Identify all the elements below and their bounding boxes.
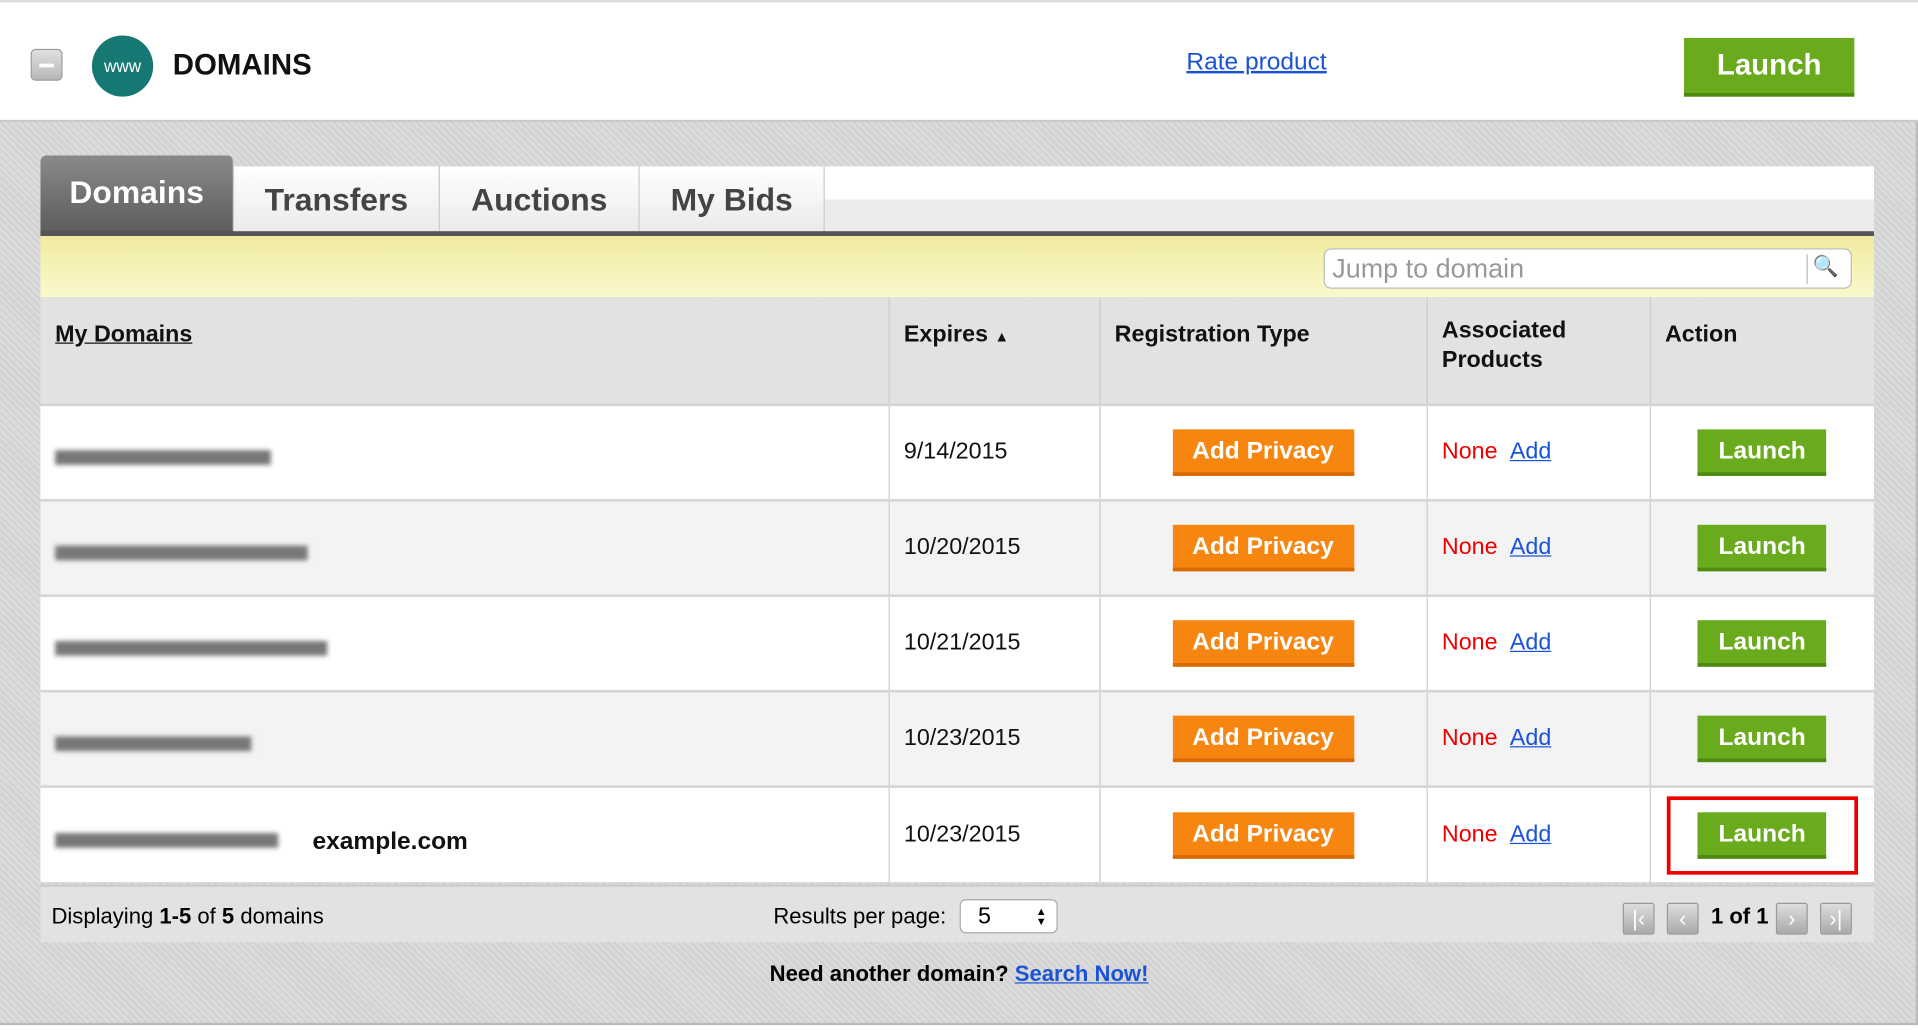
launch-button[interactable]: Launch [1697,524,1827,572]
www-globe-icon: www [91,35,154,97]
blurred-domain [55,640,328,656]
expires-cell: 10/20/2015 [888,499,1100,596]
highlight-box [1666,796,1859,875]
search-prompt: Need another domain? Search Now! [769,961,1149,986]
launch-button[interactable]: Launch [1697,620,1827,667]
jump-to-domain-field[interactable]: 🔍 [1323,248,1852,289]
launch-button[interactable]: Launch [1697,715,1827,763]
tab-bar-fill [824,166,1874,233]
add-product-link[interactable]: Add [1509,821,1552,848]
results-per-page-label: Results per page: [773,904,947,929]
action-header: Action [1664,321,1738,348]
blurred-domain [55,736,252,752]
add-privacy-button[interactable]: Add Privacy [1172,715,1354,763]
add-privacy-button[interactable]: Add Privacy [1172,620,1354,667]
rate-product-link[interactable]: Rate product [1186,48,1327,76]
add-product-link[interactable]: Add [1509,725,1552,752]
page-title: DOMAINS [172,48,312,82]
tab-domains[interactable]: Domains [40,155,235,233]
displaying-count: Displaying 1-5 of 5 domains [51,904,324,929]
table-row: 10/21/2015 Add Privacy None Add Launch [40,594,1874,692]
expires-cell: 10/23/2015 [888,689,1100,787]
add-product-link[interactable]: Add [1509,534,1552,561]
last-page-icon[interactable]: ›| [1820,902,1852,935]
collapse-icon[interactable] [30,48,63,81]
products-none: None [1441,439,1498,465]
products-none: None [1441,821,1498,848]
table-row: example.com 10/23/2015 Add Privacy None A… [40,785,1874,882]
my-domains-header[interactable]: My Domains [55,321,193,348]
tab-my-bids[interactable]: My Bids [639,166,825,233]
next-page-icon[interactable]: › [1775,902,1808,935]
jump-to-domain-input[interactable] [1332,253,1798,286]
blurred-domain [55,832,279,848]
products-none: None [1441,725,1498,752]
table-footer: Displaying 1-5 of 5 domains Results per … [40,884,1874,942]
add-product-link[interactable]: Add [1509,629,1552,656]
expires-cell: 10/21/2015 [888,594,1100,692]
search-now-link[interactable]: Search Now! [1014,961,1149,986]
table-row: 10/23/2015 Add Privacy None Add Launch [40,689,1874,787]
tab-auctions[interactable]: Auctions [439,166,640,233]
add-privacy-button[interactable]: Add Privacy [1172,524,1354,572]
products-none: None [1441,629,1498,656]
blurred-domain [55,450,271,465]
launch-button[interactable]: Launch [1697,429,1827,476]
launch-button[interactable]: Launch [1697,811,1827,859]
results-per-page-select[interactable]: 5 ▲ ▼ [959,899,1058,934]
search-icon[interactable]: 🔍 [1806,254,1838,284]
app-header: www DOMAINS Rate product Launch [0,0,1918,123]
sort-asc-icon: ▲ [994,327,1010,345]
add-privacy-button[interactable]: Add Privacy [1172,429,1354,476]
expires-cell: 10/23/2015 [888,785,1100,882]
launch-button-header[interactable]: Launch [1683,37,1855,97]
tab-divider [40,231,1874,237]
expires-header[interactable]: Expires [903,321,989,348]
tab-transfers[interactable]: Transfers [234,166,440,233]
add-privacy-button[interactable]: Add Privacy [1172,811,1354,859]
table-header-row: My Domains Expires ▲ Registration Type A… [40,297,1874,405]
blurred-domain [55,545,308,561]
expires-cell: 9/14/2015 [888,403,1100,501]
domains-table: My Domains Expires ▲ Registration Type A… [40,297,1874,882]
prev-page-icon[interactable]: ‹ [1666,902,1699,935]
page-info: 1 of 1 [1710,904,1769,929]
associated-products-header: Associated Products [1441,318,1567,374]
domain-annotation: example.com [312,828,468,856]
table-row: 9/14/2015 Add Privacy None Add Launch [40,403,1874,501]
registration-type-header: Registration Type [1114,321,1310,348]
table-row: 10/20/2015 Add Privacy None Add Launch [40,499,1874,596]
add-product-link[interactable]: Add [1509,439,1552,465]
first-page-icon[interactable]: |‹ [1622,902,1655,935]
products-none: None [1441,534,1498,561]
